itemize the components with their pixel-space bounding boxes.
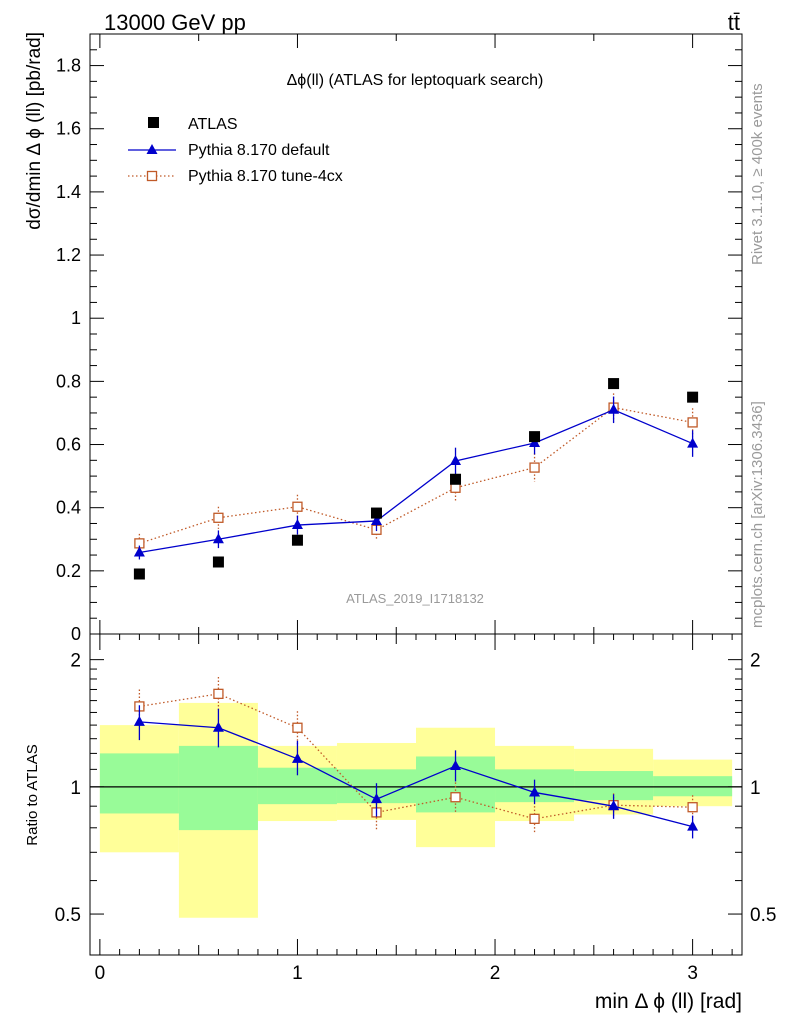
main-y-tick-label: 1.4 bbox=[56, 182, 81, 202]
rivet-label: Rivet 3.1.10, ≥ 400k events bbox=[749, 83, 766, 265]
legend-label-default: Pythia 8.170 default bbox=[188, 142, 330, 159]
main-y-tick-label: 0.8 bbox=[56, 371, 81, 391]
tune-point bbox=[292, 501, 303, 512]
atlas-data-point bbox=[133, 568, 145, 580]
ratio-default-point bbox=[212, 721, 224, 732]
default-series-line bbox=[139, 409, 693, 554]
ratio-default-point bbox=[608, 800, 620, 811]
atlas-data-point bbox=[212, 556, 224, 568]
header-left: 13000 GeV pp bbox=[104, 10, 246, 35]
atlas-data-point bbox=[608, 378, 620, 390]
atlas-data-point bbox=[450, 473, 462, 485]
legend-label-atlas: ATLAS bbox=[188, 116, 238, 133]
x-axis-label: min Δ ϕ (ll) [rad] bbox=[595, 990, 742, 1013]
main-y-tick-label: 1.6 bbox=[56, 119, 81, 139]
ratio-tune-point bbox=[450, 792, 461, 803]
default-point bbox=[212, 533, 224, 544]
tune-series-line bbox=[139, 406, 693, 544]
ratio-default-point bbox=[370, 793, 382, 804]
main-y-tick-label: 0.2 bbox=[56, 561, 81, 581]
tune-point bbox=[529, 462, 540, 473]
tune-point bbox=[213, 512, 224, 523]
header-right: tt̄ bbox=[728, 10, 740, 35]
main-title: Δϕ(ll) (ATLAS for leptoquark search) bbox=[287, 72, 544, 89]
ratio-inner-band bbox=[178, 745, 258, 831]
default-point bbox=[608, 403, 620, 414]
x-tick-label: 3 bbox=[687, 963, 698, 984]
ratio-tune-point bbox=[687, 802, 698, 813]
tune-point bbox=[687, 417, 698, 428]
default-point bbox=[450, 454, 462, 465]
mcplots-label: mcplots.cern.ch [arXiv:1306.3436] bbox=[749, 401, 766, 628]
legend-marker-tune bbox=[146, 170, 158, 182]
ratio-plot-area: 0.5 0.5 1 1 2 2 0 1 2 3 bbox=[55, 633, 776, 984]
ratio-default-point bbox=[291, 752, 303, 763]
legend-label-tune: Pythia 8.170 tune-4cx bbox=[188, 168, 343, 185]
legend: ATLAS Pythia 8.170 default Pythia 8.170 … bbox=[128, 116, 343, 185]
ratio-y-tick-label-right: 0.5 bbox=[750, 905, 776, 926]
ratio-y-axis-label: Ratio to ATLAS bbox=[24, 744, 41, 845]
ratio-default-point bbox=[687, 820, 699, 831]
ratio-inner-band bbox=[99, 753, 179, 814]
x-tick-label: 1 bbox=[292, 963, 303, 984]
default-point bbox=[687, 437, 699, 448]
main-y-tick-label: 1 bbox=[71, 308, 81, 328]
main-y-tick-label: 1.2 bbox=[56, 245, 81, 265]
ratio-tune-point bbox=[213, 688, 224, 699]
ratio-y-tick-label: 0.5 bbox=[55, 905, 81, 926]
main-y-tick-label: 0 bbox=[71, 624, 81, 644]
atlas-data-point bbox=[291, 534, 303, 546]
default-point bbox=[133, 546, 145, 557]
atlas-data-point bbox=[529, 431, 541, 443]
legend-marker-default bbox=[146, 144, 158, 154]
x-tick-label: 2 bbox=[490, 963, 501, 984]
ratio-default-point bbox=[450, 760, 462, 771]
ratio-y-tick-label-right: 1 bbox=[750, 778, 761, 799]
analysis-watermark: ATLAS_2019_I1718132 bbox=[346, 591, 484, 606]
legend-marker-atlas bbox=[148, 117, 159, 128]
default-point bbox=[370, 514, 382, 525]
main-y-tick-label: 1.8 bbox=[56, 56, 81, 76]
atlas-data-point bbox=[370, 507, 382, 519]
ratio-y-tick-label: 2 bbox=[70, 651, 81, 672]
ratio-default-point bbox=[133, 715, 145, 726]
main-y-tick-label: 0.6 bbox=[56, 435, 81, 455]
main-y-axis-label: dσ/dmin Δ ϕ (ll) [pb/rad] bbox=[24, 32, 45, 230]
main-y-tick-label: 0.4 bbox=[56, 498, 81, 518]
atlas-data-point bbox=[687, 391, 699, 403]
ratio-y-tick-label: 1 bbox=[70, 778, 81, 799]
ratio-default-line bbox=[139, 721, 693, 828]
ratio-default-point bbox=[529, 786, 541, 797]
x-tick-label: 0 bbox=[95, 963, 106, 984]
ratio-y-tick-label-right: 2 bbox=[750, 651, 761, 672]
ratio-tune-point bbox=[529, 813, 540, 824]
ratio-tune-point bbox=[292, 722, 303, 733]
default-point bbox=[291, 519, 303, 530]
